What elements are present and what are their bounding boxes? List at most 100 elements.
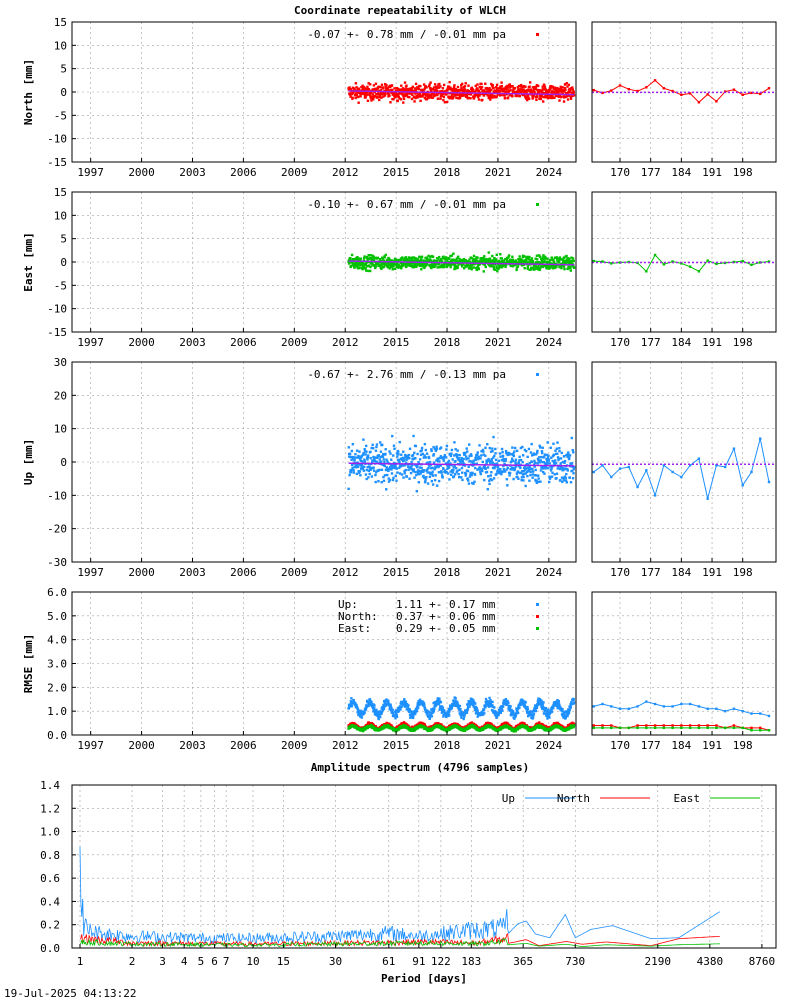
east-point xyxy=(399,261,402,265)
north-point xyxy=(503,94,506,97)
up-point xyxy=(482,450,485,453)
rmse-point xyxy=(563,711,566,715)
rmse-point xyxy=(533,706,536,710)
east-point xyxy=(365,255,369,259)
east-point xyxy=(396,265,399,268)
north-point xyxy=(417,84,421,88)
north-point xyxy=(424,84,427,88)
rmse-point xyxy=(557,702,561,705)
up-recent-point xyxy=(627,465,630,469)
north-point xyxy=(452,95,455,99)
up-point xyxy=(438,456,442,460)
north-point xyxy=(394,93,398,96)
east-point xyxy=(452,258,456,262)
rmse-point xyxy=(539,703,543,706)
up-point xyxy=(528,461,532,465)
north-point xyxy=(419,99,422,103)
up-point xyxy=(375,443,379,446)
north-point xyxy=(455,93,459,96)
up-point xyxy=(532,463,536,466)
up-point xyxy=(384,448,387,451)
up-point xyxy=(508,471,512,475)
up-point xyxy=(390,458,393,461)
east-point xyxy=(483,263,486,267)
north-point xyxy=(506,96,510,99)
east-point xyxy=(560,266,563,270)
north-point xyxy=(392,91,396,95)
up-point xyxy=(397,453,400,456)
north-point xyxy=(368,83,372,86)
up-point xyxy=(558,467,561,471)
rmse-point xyxy=(510,708,513,712)
up-point xyxy=(437,465,440,469)
east-point xyxy=(358,262,361,265)
up-point xyxy=(527,468,531,472)
east-recent-point xyxy=(688,265,692,268)
east-point xyxy=(525,256,529,260)
up-point xyxy=(411,453,415,457)
up-point xyxy=(520,476,524,479)
east-point xyxy=(471,262,474,266)
east-point xyxy=(516,265,520,268)
north-point xyxy=(403,81,407,84)
east-recent-point xyxy=(671,260,674,263)
rmse-point xyxy=(572,701,576,704)
up-point xyxy=(396,455,399,458)
north-point xyxy=(384,92,387,95)
up-point xyxy=(357,463,361,466)
east-point xyxy=(509,258,512,261)
rmse-point xyxy=(499,711,503,714)
east-point xyxy=(526,255,529,259)
up-point xyxy=(447,459,451,463)
rmse-point xyxy=(458,704,462,708)
east-point xyxy=(469,266,472,270)
north-point xyxy=(410,97,414,101)
up-point xyxy=(413,476,416,479)
up-point xyxy=(500,458,504,462)
up-point xyxy=(546,441,549,444)
north-point xyxy=(567,90,570,94)
up-point xyxy=(520,478,523,482)
up-point xyxy=(571,465,574,468)
north-point xyxy=(491,93,494,96)
east-point xyxy=(360,266,363,270)
up-point xyxy=(359,467,363,470)
north-point xyxy=(428,83,431,86)
north-point xyxy=(562,100,566,103)
up-point xyxy=(510,460,513,463)
north-point xyxy=(559,86,563,90)
north-point xyxy=(526,93,530,97)
rmse-point xyxy=(493,706,496,709)
north-point xyxy=(439,94,443,98)
north-point xyxy=(497,91,501,94)
north-point xyxy=(357,87,361,90)
up-point xyxy=(549,469,553,472)
up-recent-point xyxy=(680,475,683,479)
north-point xyxy=(569,97,573,100)
east-point xyxy=(553,261,556,264)
north-point xyxy=(437,86,441,89)
east-point xyxy=(449,254,452,258)
rmse-point xyxy=(380,712,383,715)
east-point xyxy=(470,264,474,267)
up-point xyxy=(548,462,551,465)
north-point xyxy=(570,91,573,94)
rmse-point xyxy=(525,709,529,712)
up-point xyxy=(566,455,569,458)
up-point xyxy=(469,471,472,475)
east-point xyxy=(492,260,495,263)
north-point xyxy=(505,90,509,94)
up-point xyxy=(479,457,482,460)
up-point xyxy=(436,460,440,463)
up-point xyxy=(365,477,368,481)
north-point xyxy=(384,82,387,86)
north-point xyxy=(493,94,496,98)
up-point xyxy=(401,458,404,461)
up-recent-point xyxy=(715,464,718,467)
rmse-point xyxy=(350,703,353,706)
up-point xyxy=(357,454,360,458)
up-point xyxy=(501,450,504,454)
east-point xyxy=(527,258,531,261)
north-recent-point xyxy=(662,87,666,90)
up-point xyxy=(430,449,433,453)
